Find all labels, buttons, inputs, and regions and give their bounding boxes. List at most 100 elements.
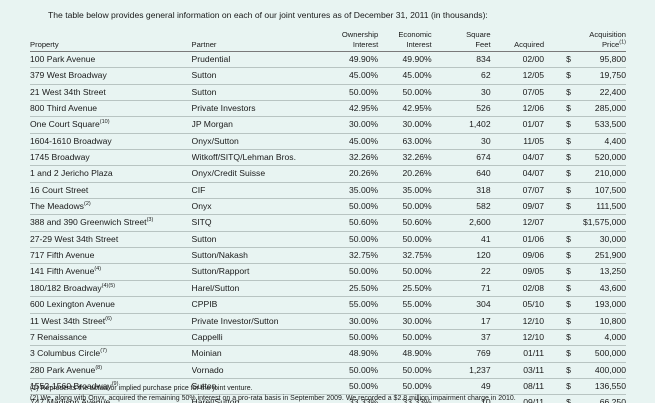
cell-dollar-sign: $ xyxy=(544,51,582,69)
cell-price: 4,400 xyxy=(581,133,626,151)
cell-partner: Private Investor/Sutton xyxy=(191,313,325,330)
cell-square-feet: 120 xyxy=(431,247,491,265)
cell-economic: 49.90% xyxy=(378,51,432,69)
cell-acquired: 02/08 xyxy=(490,280,545,298)
cell-price: 30,000 xyxy=(581,231,626,249)
header-acquisition-price: Acquisition Price(1) xyxy=(544,30,626,52)
cell-square-feet: 582 xyxy=(431,198,491,216)
table-row: 180/182 Broadway(4)(5) Harel/Sutton 25.50%… xyxy=(30,280,626,298)
cell-economic: 63.00% xyxy=(378,133,432,151)
cell-economic: 50.60% xyxy=(378,214,432,232)
cell-acquired: 04/07 xyxy=(490,149,545,167)
table-row: 1745 Broadway Witkoff/SITQ/Lehman Bros. 32… xyxy=(30,149,626,167)
cell-square-feet: 41 xyxy=(431,231,491,249)
cell-partner: JP Morgan xyxy=(191,116,325,134)
cell-ownership: 50.00% xyxy=(324,84,379,102)
cell-dollar-sign: $ xyxy=(544,247,582,265)
cell-economic: 50.00% xyxy=(378,231,432,249)
cell-acquired: 12/10 xyxy=(490,313,545,330)
cell-economic: 50.00% xyxy=(378,84,432,102)
cell-partner: Onyx xyxy=(191,198,325,216)
footnote-1: (1) Represents the actual or implied pur… xyxy=(30,385,253,392)
cell-ownership: 50.00% xyxy=(324,263,379,281)
cell-property: 1552-1560 Broadway(9) xyxy=(30,378,192,396)
cell-partner: Sutton xyxy=(191,84,325,102)
cell-square-feet: 10 xyxy=(431,394,491,403)
cell-ownership: 48.90% xyxy=(324,345,379,363)
cell-property: 27-29 West 34th Street xyxy=(30,231,192,249)
cell-dollar-sign: $ xyxy=(544,133,582,151)
cell-ownership: 30.00% xyxy=(324,116,379,134)
cell-partner: Harel/Sutton xyxy=(191,280,325,298)
cell-economic: 50.00% xyxy=(378,198,432,216)
cell-dollar-sign: $ xyxy=(544,329,582,347)
cell-price: 13,250 xyxy=(581,263,626,281)
table-row: 16 Court Street CIF 35.00% 35.00% 318 07/07 $1… xyxy=(30,182,626,200)
cell-ownership: 50.00% xyxy=(324,362,379,379)
cell-dollar-sign: $ xyxy=(544,116,582,134)
cell-price: 43,600 xyxy=(581,280,626,298)
cell-acquired: 04/07 xyxy=(490,165,545,183)
cell-economic: 30.00% xyxy=(378,313,432,330)
cell-partner: CIF xyxy=(191,182,325,200)
cell-acquired: 01/06 xyxy=(490,231,545,249)
cell-acquired: 09/07 xyxy=(490,198,545,216)
cell-economic: 48.90% xyxy=(378,345,432,363)
cell-partner: CPPIB xyxy=(191,296,325,314)
table-row: 1604-1610 Broadway Onyx/Sutton 45.00% 63.00… xyxy=(30,133,626,151)
cell-partner: Prudential xyxy=(191,51,325,69)
cell-square-feet: 304 xyxy=(431,296,491,314)
cell-ownership: 50.60% xyxy=(324,214,379,232)
cell-price: 533,500 xyxy=(581,116,626,134)
cell-property: 280 Park Avenue(8) xyxy=(30,362,192,379)
cell-dollar-sign: $ xyxy=(544,263,582,281)
cell-price: 520,000 xyxy=(581,149,626,167)
cell-property: 1604-1610 Broadway xyxy=(30,133,192,151)
cell-price: 22,400 xyxy=(581,84,626,102)
cell-property: 16 Court Street xyxy=(30,182,192,200)
joint-ventures-table: Property Partner Ownership Interest Econo… xyxy=(30,30,626,403)
cell-ownership: 20.26% xyxy=(324,165,379,183)
cell-square-feet: 769 xyxy=(431,345,491,363)
cell-partner: Moinian xyxy=(191,345,325,363)
cell-acquired: 07/05 xyxy=(490,84,545,102)
cell-price: 66,250 xyxy=(581,394,626,403)
cell-price: 193,000 xyxy=(581,296,626,314)
cell-property: 21 West 34th Street xyxy=(30,84,192,102)
cell-ownership: 45.00% xyxy=(324,133,379,151)
cell-square-feet: 2,600 xyxy=(431,214,491,232)
cell-price: 107,500 xyxy=(581,182,626,200)
cell-price: 4,000 xyxy=(581,329,626,347)
cell-dollar-sign: $ xyxy=(544,231,582,249)
cell-price: 251,900 xyxy=(581,247,626,265)
cell-partner: Onyx/Sutton xyxy=(191,133,325,151)
cell-acquired: 12/10 xyxy=(490,329,545,347)
table-row: 141 Fifth Avenue(4) Sutton/Rapport 50.00% 5… xyxy=(30,263,626,281)
header-economic-interest: Economic Interest xyxy=(378,30,432,52)
cell-square-feet: 30 xyxy=(431,133,491,151)
cell-price: 210,000 xyxy=(581,165,626,183)
cell-acquired: 01/07 xyxy=(490,116,545,134)
cell-ownership: 25.50% xyxy=(324,280,379,298)
cell-ownership: 33.33% xyxy=(324,394,379,403)
cell-ownership: 49.90% xyxy=(324,51,379,69)
cell-acquired: 12/06 xyxy=(490,100,545,118)
cell-square-feet: 62 xyxy=(431,67,491,85)
header-property: Property xyxy=(30,30,192,52)
cell-acquired: 11/05 xyxy=(490,133,545,151)
cell-acquired: 09/06 xyxy=(490,247,545,265)
cell-dollar-sign: $ xyxy=(544,296,582,314)
cell-dollar-sign: $ xyxy=(544,100,582,118)
cell-square-feet: 30 xyxy=(431,84,491,102)
table-row: 747 Madison Avenue Harel/Sutton 33.33% 33.3… xyxy=(30,394,626,403)
cell-partner: Cappelli xyxy=(191,329,325,347)
cell-economic: 32.75% xyxy=(378,247,432,265)
cell-square-feet: 22 xyxy=(431,263,491,281)
cell-economic: 32.26% xyxy=(378,149,432,167)
cell-partner: Sutton xyxy=(191,378,325,396)
cell-square-feet: 318 xyxy=(431,182,491,200)
cell-property: 3 Columbus Circle(7) xyxy=(30,345,192,363)
header-square-feet: Square Feet xyxy=(431,30,491,52)
cell-acquired: 05/10 xyxy=(490,296,545,314)
cell-economic: 50.00% xyxy=(378,378,432,396)
